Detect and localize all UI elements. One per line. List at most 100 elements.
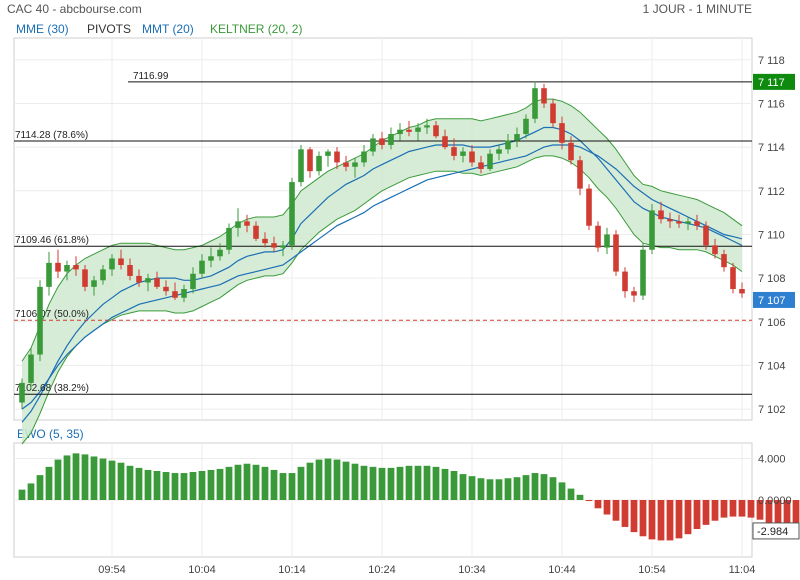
ewo-bar <box>747 500 755 518</box>
ewo-bar <box>315 459 323 500</box>
ewo-bar <box>333 459 341 500</box>
ewo-bar <box>387 467 395 500</box>
ewo-bar <box>360 465 368 500</box>
candle-body <box>478 162 484 169</box>
candle-body <box>541 88 547 104</box>
osc-tick-label: 4.000 <box>758 454 786 466</box>
ewo-bar <box>135 467 143 500</box>
candle-body <box>424 125 430 128</box>
legend-mme[interactable]: MME (30) <box>16 22 69 36</box>
ewo-bar <box>567 488 575 500</box>
ewo-bar <box>279 473 287 500</box>
candle-body <box>271 243 277 248</box>
candle-body <box>289 182 295 246</box>
ewo-bar <box>450 470 458 500</box>
pivot-price-box <box>753 73 795 90</box>
candle-body <box>73 265 79 270</box>
candle-body <box>613 234 619 272</box>
osc-tick-label: 0.0000 <box>758 495 792 507</box>
candle-body <box>244 221 250 226</box>
candle-body <box>82 269 88 287</box>
y-tick-label: 7 110 <box>758 229 785 241</box>
ewo-bar <box>216 468 224 500</box>
ewo-bar <box>756 500 764 520</box>
ewo-bar <box>477 478 485 500</box>
candle-body <box>586 188 592 226</box>
candle-body <box>28 354 34 383</box>
oscillator-label: EWO (5, 35) <box>17 427 84 441</box>
ewo-bar <box>711 500 719 521</box>
candle-body <box>19 382 25 403</box>
candle-body <box>55 262 61 272</box>
candle-body <box>280 245 286 248</box>
ewo-bar <box>153 470 161 500</box>
y-tick-label: 7 116 <box>758 98 785 110</box>
legend-keltner[interactable]: KELTNER (20, 2) <box>210 22 303 36</box>
candle-body <box>379 138 385 145</box>
candle-body <box>100 269 106 281</box>
candle-body <box>730 267 736 290</box>
ewo-bar <box>639 500 647 537</box>
ewo-bar <box>657 500 665 541</box>
ewo-bar <box>684 500 692 535</box>
candle-body <box>370 138 376 152</box>
candle-body <box>568 142 574 161</box>
x-tick-label: 10:24 <box>368 564 396 576</box>
candle-body <box>298 149 304 183</box>
ewo-bar <box>468 476 476 500</box>
candle-body <box>469 151 475 163</box>
ewo-bar <box>396 466 404 500</box>
candle-body <box>559 123 565 143</box>
candle-body <box>550 103 556 124</box>
ewo-bar <box>378 467 386 500</box>
ewo-bar <box>261 466 269 500</box>
candle-body <box>694 221 700 226</box>
y-tick-label: 7 104 <box>758 360 786 372</box>
ewo-bar <box>432 466 440 500</box>
pivot-price-label: 7 117 <box>758 77 785 89</box>
keltner-band <box>22 99 742 444</box>
candle-body <box>658 210 664 220</box>
ewo-bar <box>171 473 179 500</box>
candle-body <box>505 140 511 150</box>
ewo-bar <box>27 483 35 500</box>
ewo-bar <box>423 465 431 500</box>
ewo-bar <box>441 468 449 500</box>
legend-mmt[interactable]: MMT (20) <box>142 22 194 36</box>
y-tick-label: 7 106 <box>758 317 786 329</box>
candle-body <box>388 134 394 145</box>
ewo-bar <box>207 469 215 500</box>
candle-body <box>64 265 70 272</box>
candle-body <box>226 227 232 250</box>
candle-body <box>181 289 187 298</box>
candle-body <box>190 273 196 290</box>
candle-body <box>316 155 322 172</box>
candle-body <box>253 225 259 239</box>
candle-body <box>145 278 151 283</box>
ewo-bar <box>324 458 332 500</box>
ewo-bar <box>729 500 737 517</box>
ewo-bar <box>18 489 26 500</box>
candle-body <box>712 245 718 255</box>
candle-body <box>325 151 331 156</box>
mmt-20-line <box>21 126 743 423</box>
candle-body <box>739 289 745 294</box>
ewo-bar <box>612 500 620 521</box>
ewo-bar <box>36 475 44 500</box>
legend-pivots[interactable]: PIVOTS <box>87 22 132 36</box>
pivot-label: 7102.68 (38.2%) <box>15 383 89 394</box>
candle-body <box>361 151 367 163</box>
ewo-bar <box>63 455 71 500</box>
ewo-bar <box>351 463 359 500</box>
y-tick-label: 7 112 <box>758 186 785 198</box>
y-tick-label: 7 102 <box>758 404 786 416</box>
candle-body <box>703 225 709 246</box>
candle-body <box>199 260 205 274</box>
candle-body <box>577 160 583 189</box>
x-tick-label: 09:54 <box>98 564 126 576</box>
candle-body <box>415 127 421 132</box>
ewo-bar <box>45 466 53 500</box>
ewo-bar <box>576 494 584 500</box>
ewo-bar <box>342 461 350 500</box>
